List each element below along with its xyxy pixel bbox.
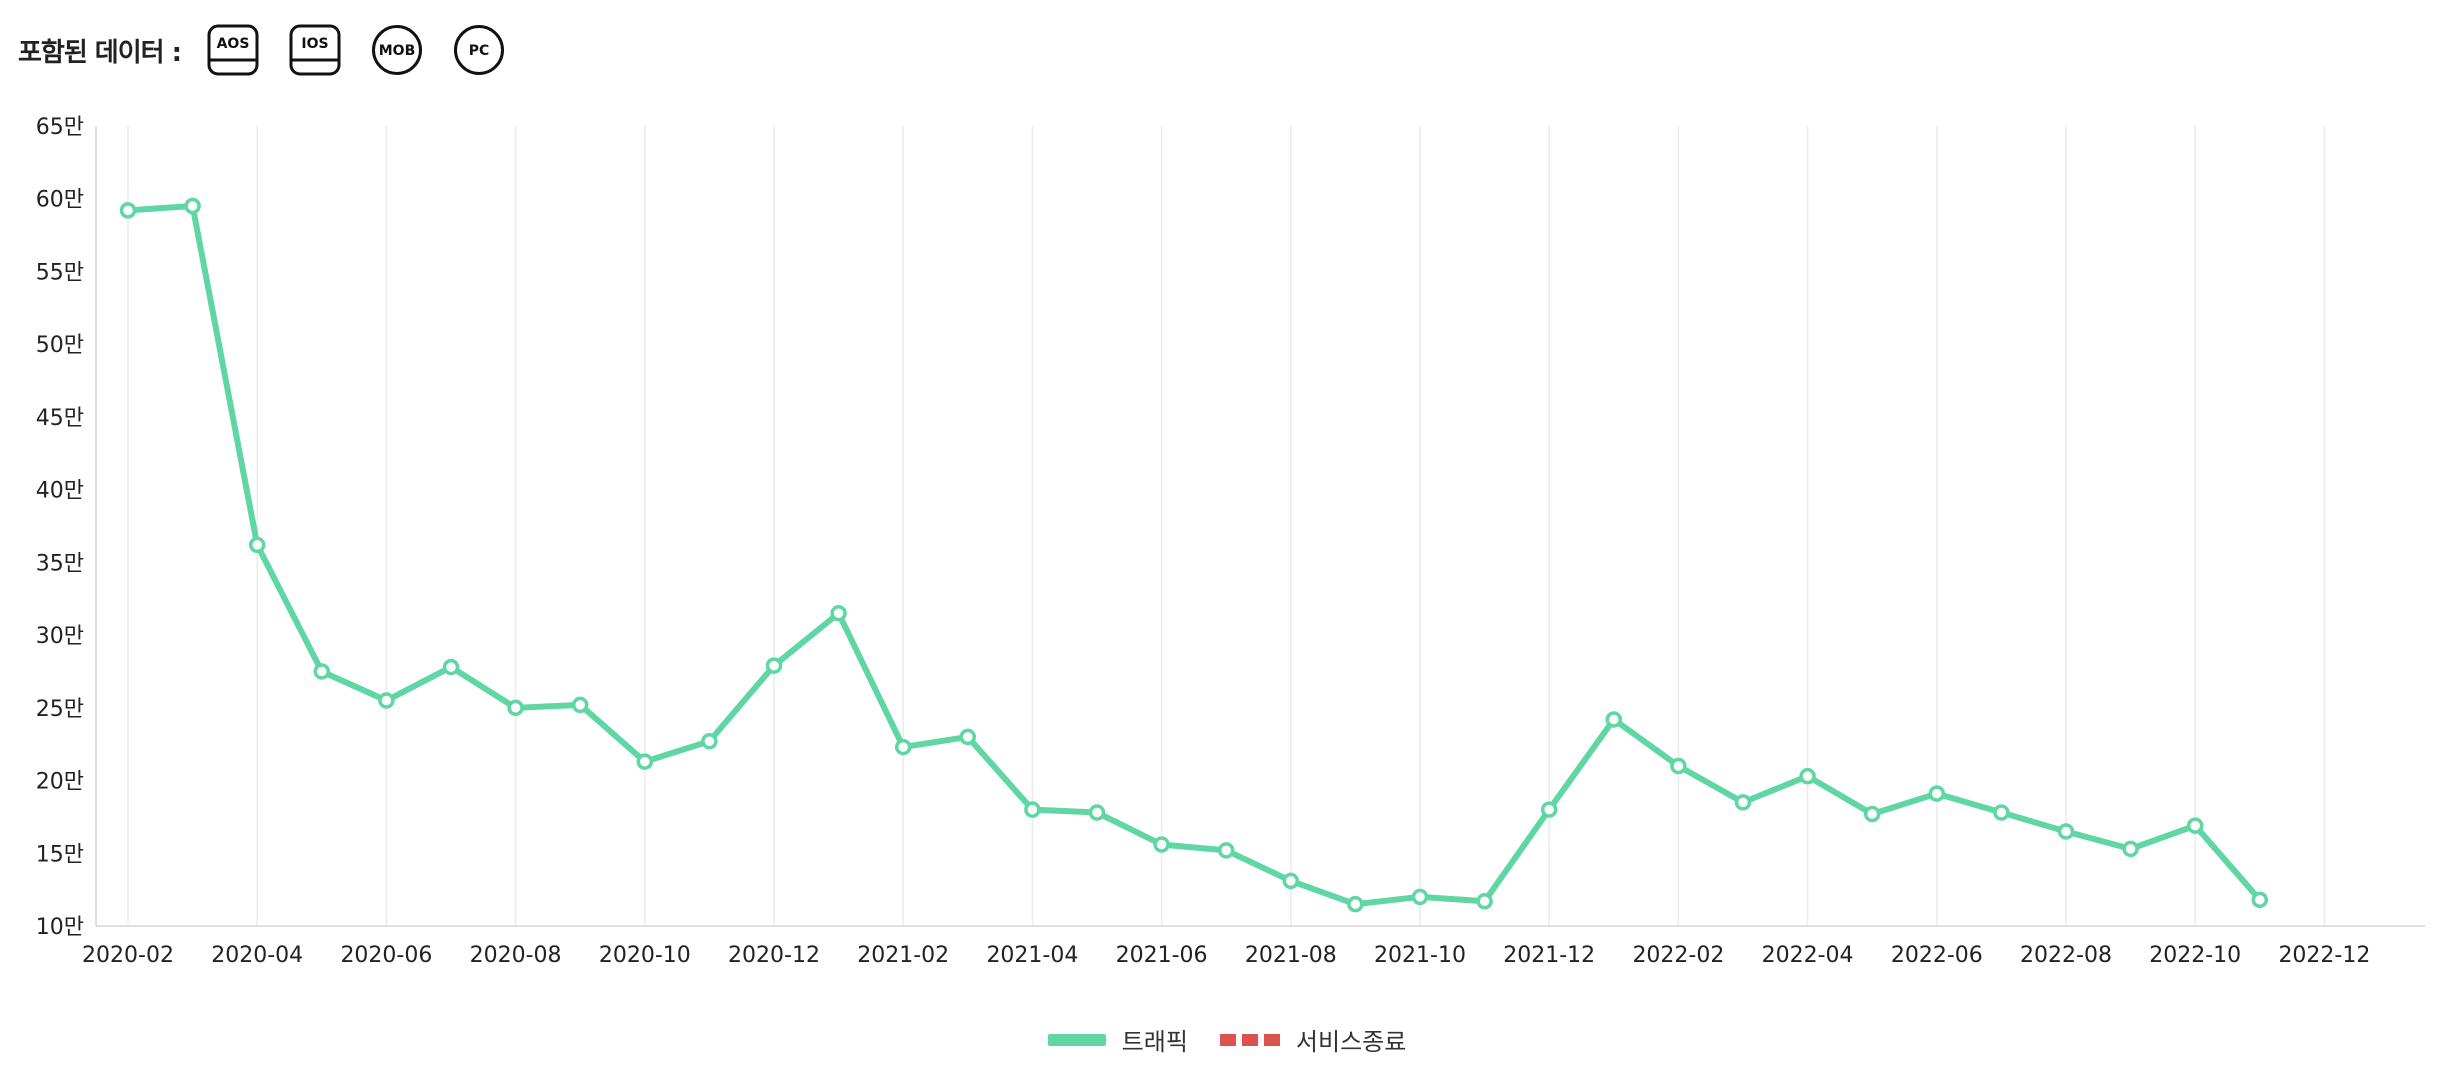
data-point[interactable] <box>1088 804 1106 821</box>
data-point[interactable] <box>507 699 524 717</box>
y-tick-label: 10만 <box>36 915 84 940</box>
data-point[interactable] <box>2251 891 2269 909</box>
data-point[interactable] <box>119 202 137 219</box>
x-tick-label: 2021-08 <box>1245 943 1337 968</box>
data-point[interactable] <box>1799 767 1816 785</box>
x-tick-label: 2020-06 <box>340 943 432 968</box>
x-tick-label: 2022-04 <box>1762 943 1854 968</box>
data-point[interactable] <box>378 692 395 709</box>
x-tick-label: 2020-10 <box>599 943 691 968</box>
series-layer <box>119 197 2269 913</box>
x-tick-label: 2022-10 <box>2149 943 2241 968</box>
data-point[interactable] <box>830 605 847 622</box>
data-point[interactable] <box>1347 895 1364 913</box>
x-tick-label: 2020-02 <box>82 943 174 968</box>
y-tick-label: 60만 <box>36 188 84 213</box>
x-tick-label: 2021-02 <box>857 943 949 968</box>
data-point[interactable] <box>1540 801 1558 818</box>
x-tick-label: 2020-12 <box>728 943 820 968</box>
svg-text:PC: PC <box>469 43 490 59</box>
data-point[interactable] <box>959 728 977 746</box>
platform-icons: AOS IOS MOB PC <box>207 24 535 76</box>
grid-lines <box>127 126 2326 926</box>
included-data-label: 포함된 데이터 : <box>18 37 182 68</box>
aos-icon: AOS <box>207 24 259 76</box>
axes <box>95 126 2425 927</box>
mob-icon: MOB <box>371 24 423 76</box>
data-point[interactable] <box>894 738 912 756</box>
data-point[interactable] <box>442 658 460 676</box>
data-point[interactable] <box>701 733 718 750</box>
data-point[interactable] <box>1993 804 2010 821</box>
data-point[interactable] <box>1734 794 1752 811</box>
traffic-line-chart: 10만 15만 20만 25만 30만 35만 40만 45만 50만 55만 60만 65만 202… <box>36 115 2425 968</box>
data-point[interactable] <box>1024 801 1041 818</box>
y-tick-label: 50만 <box>36 333 84 358</box>
chart-legend: 트래픽 서비스종료 <box>0 1022 2454 1057</box>
svg-text:MOB: MOB <box>379 43 416 59</box>
x-tick-label: 2021-04 <box>986 943 1078 968</box>
data-point[interactable] <box>1928 785 1946 802</box>
x-tick-label: 2022-02 <box>1632 943 1724 968</box>
data-point[interactable] <box>2186 817 2204 834</box>
y-tick-label: 25만 <box>36 697 84 722</box>
y-tick-label: 15만 <box>36 842 84 867</box>
x-tick-label: 2021-10 <box>1374 943 1466 968</box>
x-tick-label: 2022-08 <box>2020 943 2112 968</box>
svg-text:AOS: AOS <box>217 36 250 52</box>
y-tick-label: 40만 <box>36 479 84 504</box>
data-point[interactable] <box>184 197 201 215</box>
y-tick-labels: 10만 15만 20만 25만 30만 35만 40만 45만 50만 55만 60만 65만 <box>36 115 84 940</box>
data-point[interactable] <box>1217 842 1235 859</box>
data-point[interactable] <box>571 696 589 714</box>
ios-icon: IOS <box>289 24 341 76</box>
data-point[interactable] <box>1670 757 1687 775</box>
pc-icon: PC <box>453 24 505 76</box>
legend-item-traffic[interactable]: 트래픽 <box>1047 1022 1188 1057</box>
y-tick-label: 20만 <box>36 770 84 795</box>
x-tick-label: 2022-12 <box>2278 943 2370 968</box>
y-tick-label: 55만 <box>36 260 84 285</box>
x-tick-label: 2021-06 <box>1116 943 1208 968</box>
data-point[interactable] <box>1411 888 1429 906</box>
y-tick-label: 65만 <box>36 115 84 140</box>
data-point[interactable] <box>636 753 654 770</box>
x-tick-label: 2020-08 <box>470 943 562 968</box>
data-point[interactable] <box>765 657 783 674</box>
data-point[interactable] <box>2122 840 2139 858</box>
data-point[interactable] <box>2057 823 2075 840</box>
included-data-header: 포함된 데이터 : AOS IOS MOB PC <box>18 20 535 80</box>
x-tick-labels: 2020-02 2020-04 2020-06 2020-08 2020-10 2020-… <box>82 943 2370 968</box>
data-point[interactable] <box>1476 893 1493 910</box>
legend-label-traffic: 트래픽 <box>1121 1028 1188 1056</box>
y-tick-label: 30만 <box>36 624 84 649</box>
x-tick-label: 2021-12 <box>1503 943 1595 968</box>
data-point[interactable] <box>1282 872 1300 890</box>
series-line-0 <box>125 203 2263 908</box>
y-tick-label: 35만 <box>36 551 84 576</box>
legend-item-service-end[interactable]: 서비스종료 <box>1219 1022 1407 1057</box>
svg-text:IOS: IOS <box>301 36 328 52</box>
traffic-swatch <box>1047 1033 1106 1046</box>
service-end-swatch <box>1219 1033 1280 1046</box>
data-point[interactable] <box>1863 805 1881 823</box>
x-tick-label: 2020-04 <box>211 943 303 968</box>
x-tick-label: 2022-06 <box>1891 943 1983 968</box>
data-point[interactable] <box>248 536 266 554</box>
legend-label-service-end: 서비스종료 <box>1295 1028 1407 1056</box>
data-point[interactable] <box>313 663 331 680</box>
data-point[interactable] <box>1153 836 1170 853</box>
y-tick-label: 45만 <box>36 406 84 431</box>
data-point[interactable] <box>1605 711 1623 728</box>
